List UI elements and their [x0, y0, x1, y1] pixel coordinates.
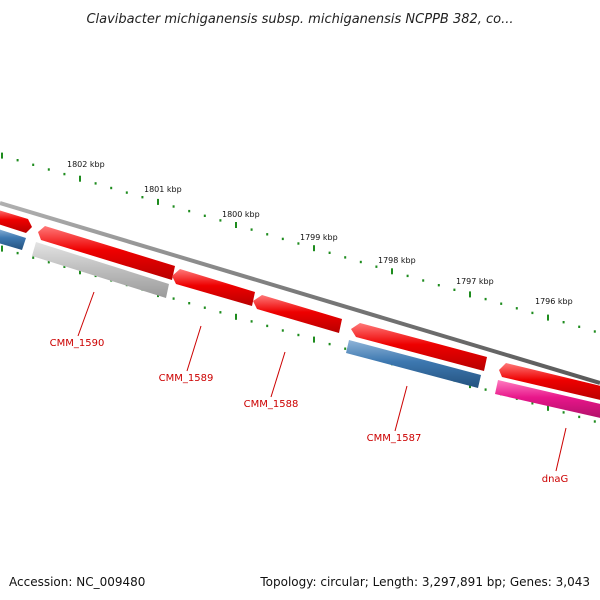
outer-tick-minor-6 — [94, 182, 97, 185]
leader-cmm1588 — [270, 351, 286, 398]
inner-tick-minor-38 — [593, 420, 596, 423]
inner-tick-minor-36 — [562, 411, 565, 414]
gene-cmm1588[interactable] — [253, 295, 342, 333]
outer-tick-minor-7 — [110, 186, 113, 190]
outer-tick-minor-31 — [484, 297, 487, 301]
outer-tick-minor-38 — [593, 330, 596, 333]
label-cmm1588[interactable]: CMM_1588 — [244, 399, 299, 410]
outer-tick-minor-21 — [328, 251, 331, 254]
outer-tick-minor-1 — [16, 159, 19, 162]
inner-tick-minor-21 — [328, 342, 331, 346]
scale-label-1799: 1799 kbp — [300, 233, 338, 242]
outer-tick-major-20 — [313, 245, 315, 252]
map-title: Clavibacter michiganensis subsp. michiga… — [86, 12, 513, 27]
outer-tick-minor-13 — [203, 214, 206, 217]
label-cmm1589[interactable]: CMM_1589 — [159, 373, 214, 384]
outer-tick-scale — [1, 152, 596, 333]
outer-tick-minor-17 — [266, 233, 269, 236]
outer-tick-major-5 — [79, 175, 81, 182]
outer-tick-minor-14 — [219, 219, 222, 222]
scale-label-1802: 1802 kbp — [67, 160, 105, 169]
outer-tick-minor-32 — [500, 302, 503, 305]
inner-tick-minor-11 — [172, 297, 175, 300]
gene-labels: CMM_1590 CMM_1589 CMM_1588 CMM_1587 dnaG — [50, 291, 569, 485]
outer-tick-minor-28 — [437, 284, 440, 287]
inner-tick-minor-16 — [250, 320, 253, 323]
outer-tick-minor-11 — [172, 205, 175, 208]
outer-tick-major-30 — [469, 291, 471, 298]
outer-tick-major-10 — [157, 198, 159, 205]
gene-left-reverse[interactable] — [0, 228, 26, 250]
inner-tick-minor-3 — [47, 261, 50, 264]
inner-tick-minor-18 — [281, 329, 284, 332]
inner-tick-major-35 — [547, 404, 549, 411]
inner-tick-major-0 — [1, 245, 3, 252]
scale-labels: 1802 kbp 1801 kbp 1800 kbp 1799 kbp 1798… — [67, 160, 573, 306]
scale-label-1798: 1798 kbp — [378, 256, 416, 265]
gene-cmm1590[interactable] — [32, 242, 169, 298]
scale-label-1796: 1796 kbp — [535, 297, 573, 306]
outer-tick-minor-24 — [375, 265, 378, 268]
label-dnag[interactable]: dnaG — [542, 474, 569, 485]
label-cmm1590[interactable]: CMM_1590 — [50, 338, 105, 349]
inner-tick-minor-34 — [531, 402, 534, 405]
inner-tick-major-15 — [235, 313, 237, 320]
inner-tick-minor-14 — [219, 311, 222, 314]
outer-tick-major-35 — [547, 314, 549, 321]
outer-tick-minor-18 — [281, 237, 284, 241]
inner-tick-minor-13 — [203, 306, 206, 309]
outer-tick-minor-27 — [422, 279, 425, 282]
accession-label: Accession: NC_009480 — [9, 575, 146, 589]
outer-tick-minor-4 — [63, 172, 66, 176]
gene-cmm1587f[interactable] — [351, 323, 487, 371]
outer-tick-minor-16 — [250, 228, 253, 231]
inner-tick-minor-22 — [344, 347, 347, 350]
inner-tick-minor-4 — [63, 265, 66, 268]
gene-cmm1590b[interactable] — [38, 226, 175, 280]
outer-tick-major-25 — [391, 268, 393, 275]
inner-tick-major-20 — [313, 336, 315, 343]
scale-label-1801: 1801 kbp — [144, 185, 182, 194]
outer-tick-minor-34 — [531, 311, 534, 315]
gene-dnagf[interactable] — [499, 363, 600, 401]
inner-tick-major-5 — [79, 268, 81, 275]
inner-tick-minor-31 — [484, 388, 487, 391]
outer-tick-minor-26 — [406, 274, 409, 278]
outer-tick-minor-2 — [32, 163, 35, 166]
leader-dnag — [555, 427, 567, 472]
outer-tick-minor-23 — [359, 260, 362, 264]
gene-cmm1587[interactable] — [346, 340, 481, 388]
outer-tick-minor-8 — [125, 191, 128, 194]
gene-left-forward[interactable] — [0, 209, 32, 233]
inner-tick-minor-37 — [578, 415, 581, 419]
inner-tick-minor-19 — [297, 333, 300, 337]
outer-tick-minor-33 — [515, 307, 518, 310]
label-cmm1587[interactable]: CMM_1587 — [367, 433, 422, 444]
inner-tick-minor-17 — [266, 324, 269, 328]
outer-tick-minor-22 — [344, 256, 347, 259]
leader-cmm1590 — [77, 291, 95, 337]
gene-cmm1589[interactable] — [172, 269, 255, 306]
outer-tick-major-15 — [235, 222, 237, 228]
genome-backbone — [0, 201, 600, 385]
outer-tick-minor-36 — [562, 321, 565, 324]
outer-tick-minor-37 — [578, 325, 581, 328]
outer-tick-minor-29 — [453, 288, 456, 291]
outer-tick-major-0 — [1, 152, 3, 159]
inner-tick-minor-2 — [32, 256, 35, 259]
leader-cmm1587 — [394, 385, 408, 432]
genes — [0, 209, 600, 419]
gene-dnag[interactable] — [495, 380, 600, 419]
inner-tick-minor-1 — [16, 251, 19, 255]
outer-tick-minor-3 — [47, 168, 50, 171]
inner-tick-minor-12 — [188, 302, 191, 305]
outer-tick-minor-9 — [141, 196, 144, 199]
outer-tick-minor-19 — [297, 242, 300, 245]
leader-cmm1589 — [186, 325, 202, 372]
genome-summary: Topology: circular; Length: 3,297,891 bp… — [260, 575, 590, 589]
scale-label-1800: 1800 kbp — [222, 210, 260, 219]
outer-tick-minor-12 — [188, 209, 191, 213]
scale-label-1797: 1797 kbp — [456, 277, 494, 286]
